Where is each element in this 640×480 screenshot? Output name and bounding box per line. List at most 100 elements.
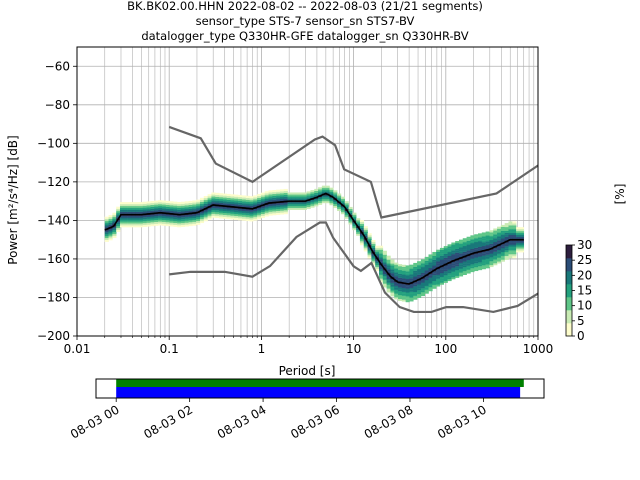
heatmap-cell (177, 223, 182, 226)
heatmap-cell (257, 199, 262, 202)
heatmap-cell (405, 284, 410, 287)
heatmap-cell (150, 220, 155, 223)
heatmap-cell (451, 263, 456, 266)
heatmap-cell (203, 197, 208, 201)
heatmap-cell (333, 192, 338, 195)
heatmap-cell (108, 236, 113, 239)
heatmap-cell (420, 284, 425, 287)
heatmap-cell (108, 224, 113, 227)
heatmap-cell (196, 209, 201, 212)
heatmap-cell (158, 213, 163, 216)
heatmap-cell (405, 275, 410, 278)
heatmap-cell (329, 189, 334, 192)
heatmap-cell (161, 202, 166, 205)
heatmap-cell (127, 223, 132, 226)
heatmap-cell (462, 263, 467, 266)
heatmap-cell (458, 255, 464, 258)
heatmap-cell (158, 200, 163, 203)
heatmap-cell (504, 225, 509, 228)
heatmap-cell (359, 239, 365, 242)
heatmap-cell (241, 212, 246, 215)
heatmap-cell (428, 287, 433, 290)
heatmap-cell (104, 234, 109, 237)
heatmap-cell (470, 254, 475, 257)
heatmap-cell (241, 201, 246, 204)
heatmap-cell (119, 204, 125, 207)
heatmap-cell (504, 246, 509, 249)
heatmap-cell (413, 264, 418, 267)
heatmap-cell (352, 216, 357, 219)
y-axis: −200−180−160−140−120−100−80−60 (37, 59, 77, 343)
heatmap-cell (447, 263, 452, 266)
heatmap-cell (367, 252, 372, 255)
heatmap-cell (417, 284, 422, 287)
heatmap-cell (268, 207, 273, 210)
heatmap-cell (451, 246, 456, 249)
heatmap-cell (177, 203, 182, 207)
heatmap-cell (394, 285, 399, 288)
heatmap-cell (439, 274, 445, 278)
heatmap-cell (497, 236, 502, 239)
heatmap-cell (340, 210, 346, 213)
heatmap-cell (424, 258, 429, 261)
heatmap-cell (173, 209, 178, 212)
heatmap-cell (394, 297, 399, 300)
heatmap-cell (451, 242, 456, 245)
heatmap-cell (348, 220, 353, 223)
heatmap-cell (146, 216, 151, 219)
heatmap-cell (497, 245, 502, 249)
heatmap-cell (481, 251, 486, 254)
heatmap-cell (405, 292, 410, 295)
heatmap-cell (161, 221, 166, 224)
heatmap-cell (184, 218, 189, 221)
heatmap-cell (260, 215, 266, 218)
heatmap-cell (516, 240, 521, 243)
heatmap-cell (516, 234, 521, 237)
heatmap-cell (268, 213, 273, 216)
colorbar-tick-label: 30 (577, 238, 592, 252)
heatmap-cell (478, 266, 483, 269)
heatmap-cell (409, 274, 414, 277)
heatmap-cell (158, 223, 163, 226)
heatmap-cell (398, 264, 403, 267)
heatmap-cell (432, 265, 437, 268)
heatmap-cell (199, 207, 205, 210)
heatmap-cell (398, 271, 403, 274)
heatmap-cell (215, 194, 220, 197)
heatmap-cell (291, 196, 296, 199)
heatmap-cell (405, 288, 410, 291)
heatmap-cell (276, 195, 281, 198)
heatmap-cell (375, 265, 380, 268)
heatmap-cell (371, 241, 376, 245)
heatmap-cell (180, 205, 186, 208)
heatmap-cell (219, 198, 224, 202)
heatmap-cell (371, 247, 376, 250)
heatmap-cell (455, 262, 460, 265)
heatmap-cell (394, 291, 399, 294)
heatmap-cell (139, 215, 144, 218)
heatmap-cell (287, 207, 292, 211)
heatmap-cell (241, 214, 246, 217)
heatmap-cell (272, 197, 277, 200)
heatmap-cell (497, 240, 502, 243)
heatmap-cell (123, 211, 128, 214)
heatmap-cell (245, 199, 250, 202)
heatmap-cell (462, 251, 467, 254)
heatmap-cell (428, 269, 433, 272)
heatmap-cell (493, 236, 498, 239)
heatmap-cell (348, 212, 353, 215)
heatmap-cell (466, 252, 471, 255)
heatmap-cell (165, 208, 170, 211)
heatmap-cell (405, 276, 410, 280)
heatmap-cell (253, 195, 258, 198)
heatmap-cell (367, 242, 372, 245)
heatmap-cell (215, 210, 220, 213)
heatmap-cell (378, 253, 384, 256)
heatmap-cell (180, 224, 186, 227)
heatmap-cell (466, 259, 471, 263)
heatmap-cell (466, 271, 471, 274)
heatmap-cell (394, 268, 399, 271)
heatmap-cell (245, 195, 250, 198)
heatmap-cell (279, 191, 285, 194)
heatmap-cell (390, 286, 395, 289)
